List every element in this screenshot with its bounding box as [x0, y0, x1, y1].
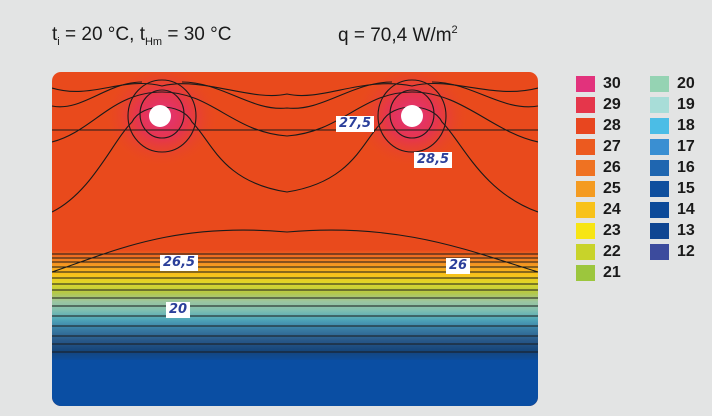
legend-item: 27 [576, 137, 640, 158]
heating-pipe-left [149, 105, 171, 127]
legend-swatch [650, 223, 669, 239]
legend-swatch [650, 202, 669, 218]
diagram-header: ti = 20 °C, tHm = 30 °C q = 70,4 W/m2 [52, 24, 572, 54]
legend-swatch [576, 202, 595, 218]
heat-flux-text: q = 70,4 W/m [338, 25, 452, 46]
legend-item: 26 [576, 158, 640, 179]
legend-value: 30 [603, 75, 621, 92]
legend-value: 14 [677, 201, 695, 218]
legend-item: 17 [650, 137, 712, 158]
legend-value: 15 [677, 180, 695, 197]
contour-label: 28,5 [414, 152, 453, 168]
legend-swatch [576, 139, 595, 155]
legend-value: 21 [603, 264, 621, 281]
legend-item: 13 [650, 221, 712, 242]
legend-swatch [576, 97, 595, 113]
legend-item: 30 [576, 74, 640, 95]
heat-flux-superscript: 2 [451, 24, 458, 36]
legend-swatch [576, 265, 595, 281]
legend-value: 22 [603, 243, 621, 260]
legend-value: 20 [677, 75, 695, 92]
temperature-formula: ti = 20 °C, tHm = 30 °C [52, 24, 231, 48]
legend-value: 12 [677, 243, 695, 260]
legend-swatch [650, 97, 669, 113]
legend-item: 22 [576, 242, 640, 263]
t-i-subscript: i [57, 36, 60, 48]
legend-value: 26 [603, 159, 621, 176]
heat-flux-formula: q = 70,4 W/m2 [338, 24, 458, 47]
legend-item: 28 [576, 116, 640, 137]
legend-item: 15 [650, 179, 712, 200]
legend-value: 13 [677, 222, 695, 239]
legend-value: 29 [603, 96, 621, 113]
legend-item: 25 [576, 179, 640, 200]
legend-item: 20 [650, 74, 712, 95]
legend-item: 18 [650, 116, 712, 137]
t-hm-symbol: t [139, 24, 145, 45]
t-i-symbol: t [52, 24, 58, 45]
legend-swatch [576, 181, 595, 197]
heating-pipe-right [401, 105, 423, 127]
legend-value: 27 [603, 138, 621, 155]
legend-swatch [650, 139, 669, 155]
legend-column-left: 30 29 28 27 26 25 24 23 22 21 [576, 74, 640, 284]
legend-value: 18 [677, 117, 695, 134]
legend-item: 12 [650, 242, 712, 263]
legend-item: 16 [650, 158, 712, 179]
contour-label: 27,5 [336, 116, 375, 132]
legend-swatch [650, 76, 669, 92]
legend-value: 16 [677, 159, 695, 176]
t-hm-value: = 30 °C [162, 24, 232, 45]
legend-item: 21 [576, 263, 640, 284]
legend-item: 14 [650, 200, 712, 221]
legend-value: 25 [603, 180, 621, 197]
legend-value: 19 [677, 96, 695, 113]
legend-item: 29 [576, 95, 640, 116]
legend-value: 23 [603, 222, 621, 239]
legend-swatch [650, 160, 669, 176]
contour-label: 20 [166, 302, 191, 318]
legend-swatch [576, 76, 595, 92]
legend-item: 19 [650, 95, 712, 116]
legend-value: 28 [603, 117, 621, 134]
t-hm-subscript: Hm [144, 36, 163, 48]
legend-swatch [576, 223, 595, 239]
contour-svg [52, 72, 538, 406]
contour-label: 26 [446, 258, 471, 274]
temperature-legend: 30 29 28 27 26 25 24 23 22 21 20 19 18 1… [576, 74, 706, 334]
legend-swatch [650, 181, 669, 197]
legend-value: 24 [603, 201, 621, 218]
t-i-value: = 20 °C, [59, 24, 140, 45]
legend-item: 24 [576, 200, 640, 221]
legend-column-right: 20 19 18 17 16 15 14 13 12 [650, 74, 712, 263]
contour-label: 26,5 [160, 255, 199, 271]
legend-item: 23 [576, 221, 640, 242]
legend-swatch [576, 160, 595, 176]
legend-swatch [576, 244, 595, 260]
legend-swatch [650, 244, 669, 260]
legend-swatch [576, 118, 595, 134]
temperature-contour-plot: 27,5 28,5 26,5 26 20 [52, 72, 538, 406]
legend-swatch [650, 118, 669, 134]
legend-value: 17 [677, 138, 695, 155]
bottom-band [52, 360, 538, 406]
